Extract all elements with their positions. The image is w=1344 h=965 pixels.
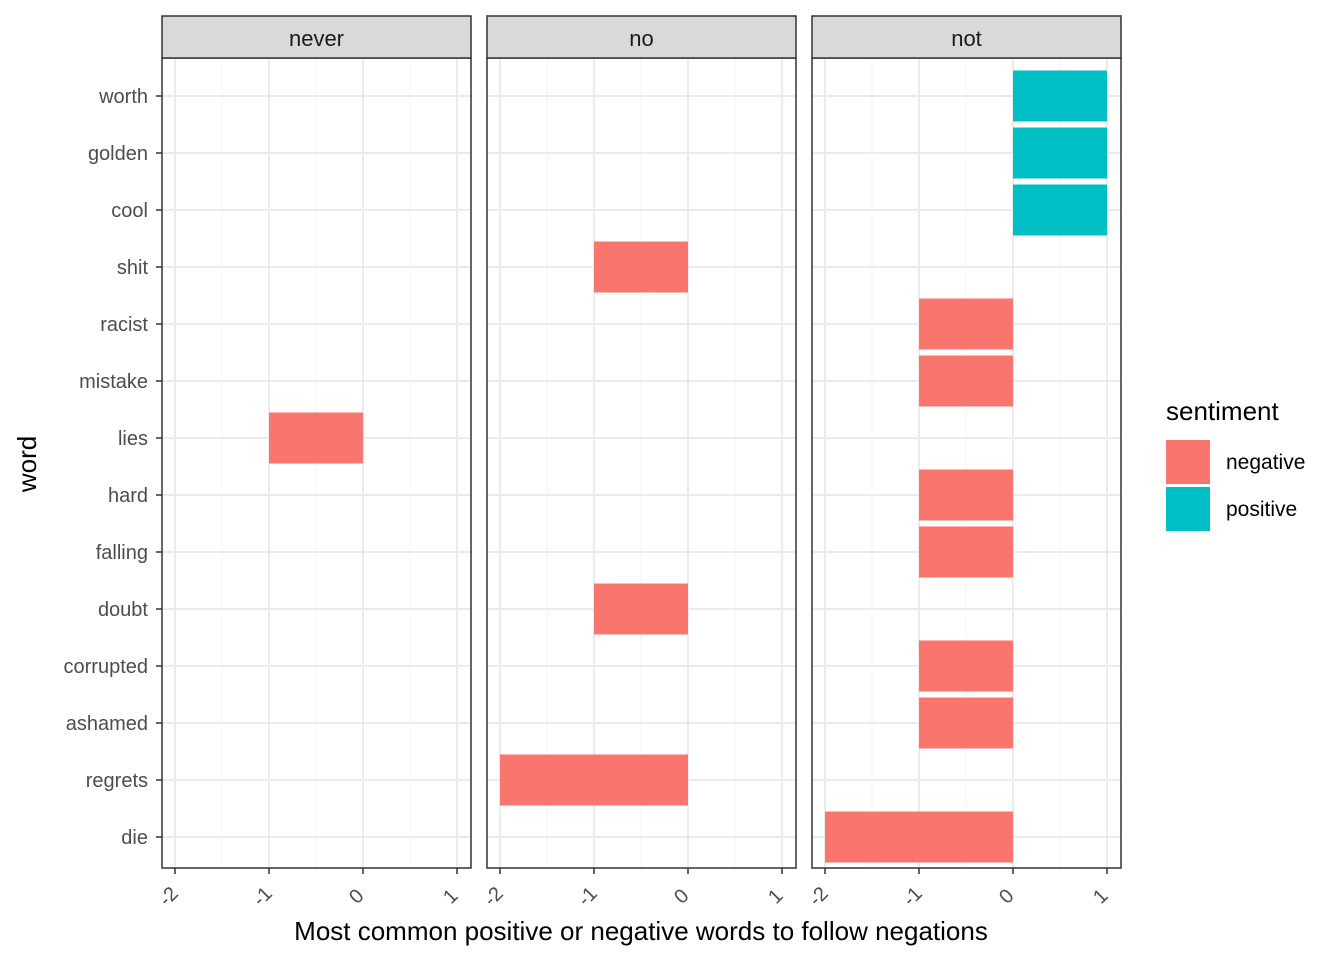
x-tick-label: -2 [480, 883, 508, 911]
y-tick-label-regrets: regrets [86, 770, 148, 792]
bar-not-cool [1013, 184, 1107, 236]
legend-label-positive: positive [1226, 498, 1297, 521]
y-tick-label-racist: racist [100, 314, 148, 336]
y-axis-title: word [12, 436, 42, 493]
y-tick-label-shit: shit [117, 257, 149, 279]
x-axis-title: Most common positive or negative words t… [294, 916, 988, 946]
facet-strip-no [486, 15, 797, 59]
facet-strip-never [161, 15, 472, 59]
y-tick-label-doubt: doubt [98, 599, 148, 621]
facet-strip-label: no [629, 26, 653, 51]
x-tick-label: 1 [1089, 885, 1112, 908]
y-tick-label-mistake: mistake [79, 371, 148, 393]
x-tick-label: -2 [155, 883, 183, 911]
x-tick-label: -1 [899, 883, 927, 911]
bar-never-lies [269, 412, 363, 464]
y-axis: worth golden cool shit racist mistake lies hard… [64, 86, 162, 849]
x-tick-label: -1 [249, 883, 277, 911]
bar-no-regrets [500, 754, 688, 806]
panels-layer: never -2 -1 0 1 no -2 -1 0 1 not -2 -1 0 1 [155, 15, 1122, 911]
y-tick-label-hard: hard [108, 485, 148, 507]
bar-not-racist [919, 298, 1013, 350]
bar-not-mistake [919, 355, 1013, 407]
x-tick-label: 1 [764, 885, 787, 908]
bar-no-doubt [594, 583, 688, 635]
legend-label-negative: negative [1226, 451, 1305, 474]
bar-not-die [825, 811, 1013, 863]
x-tick-label: 0 [995, 885, 1018, 908]
y-tick-label-golden: golden [88, 143, 148, 165]
bar-not-falling [919, 526, 1013, 578]
legend: sentiment negative positive [1166, 396, 1305, 531]
facet-strip-label: not [951, 26, 982, 51]
x-tick-label: -2 [805, 883, 833, 911]
x-tick-label: 0 [670, 885, 693, 908]
x-tick-label: 1 [439, 885, 462, 908]
facet-strip-not [811, 15, 1122, 59]
bar-not-worth [1013, 70, 1107, 122]
bar-not-hard [919, 469, 1013, 521]
legend-key-negative [1166, 440, 1210, 484]
bar-not-ashamed [919, 697, 1013, 749]
facet-panel-not: not -2 -1 0 1 [805, 15, 1122, 911]
legend-key-positive [1166, 487, 1210, 531]
y-tick-label-corrupted: corrupted [64, 656, 149, 678]
bar-no-shit [594, 241, 688, 293]
facet-panel-no: no -2 -1 0 1 [480, 15, 797, 911]
y-tick-label-die: die [121, 827, 148, 849]
facet-strip-label: never [289, 26, 344, 51]
y-tick-label-cool: cool [111, 200, 148, 222]
y-tick-label-falling: falling [96, 542, 148, 564]
bar-not-golden [1013, 127, 1107, 179]
bar-not-corrupted [919, 640, 1013, 692]
y-tick-label-ashamed: ashamed [66, 713, 148, 735]
x-tick-label: -1 [574, 883, 602, 911]
y-tick-label-lies: lies [118, 428, 148, 450]
legend-title: sentiment [1166, 396, 1279, 426]
x-tick-label: 0 [345, 885, 368, 908]
facet-panel-never: never -2 -1 0 1 [155, 15, 472, 911]
y-tick-label-worth: worth [98, 86, 148, 108]
